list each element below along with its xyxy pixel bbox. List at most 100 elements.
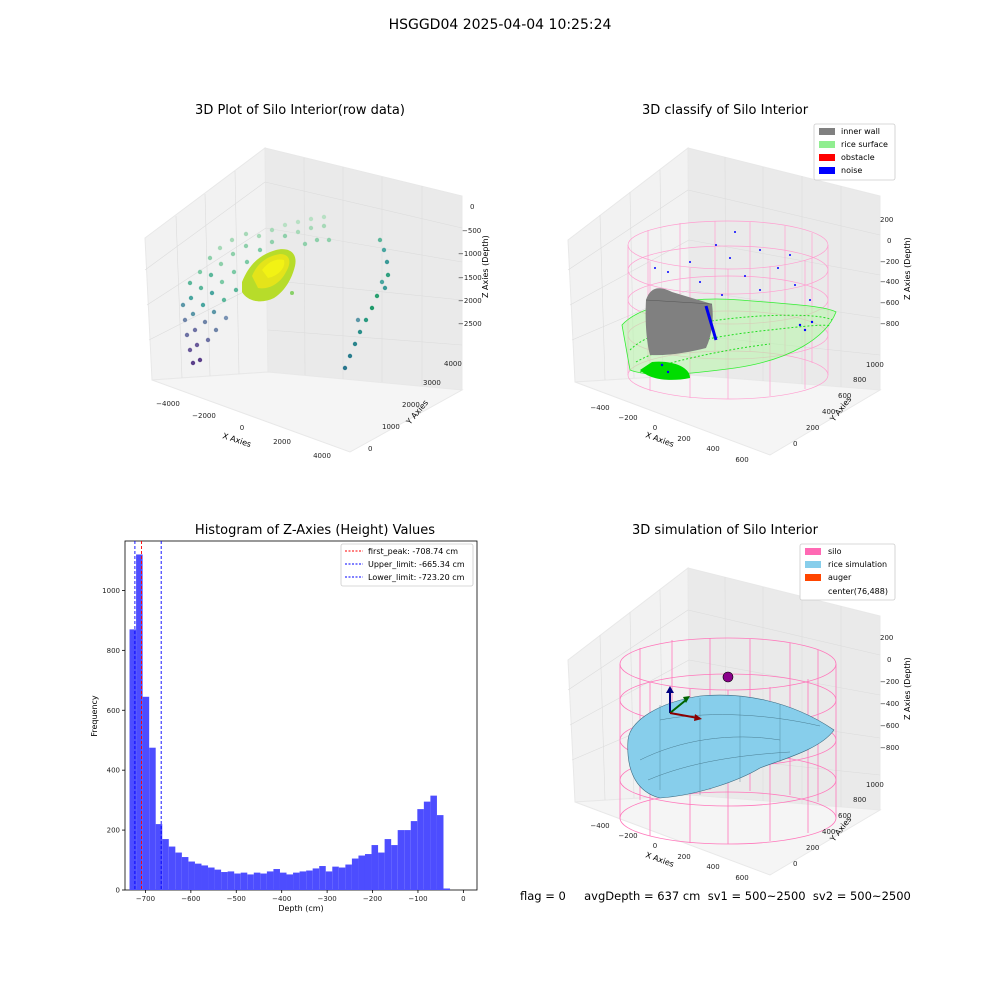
- svg-text:−400: −400: [880, 700, 899, 708]
- svg-text:2000: 2000: [273, 438, 291, 446]
- figure-title: HSGGD04 2025-04-04 10:25:24: [388, 17, 612, 33]
- histogram-bar: [149, 747, 156, 890]
- panel1-scatter-points: [180, 214, 391, 371]
- histogram-bar: [325, 871, 333, 890]
- panel2-xlabel: X Axies: [644, 430, 675, 449]
- status-footer: flag = 0 avgDepth = 637 cm sv1 = 500~250…: [520, 889, 911, 903]
- svg-text:200: 200: [806, 424, 819, 432]
- histogram-x-tick-label: −200: [363, 895, 382, 903]
- histogram-bar: [351, 858, 359, 890]
- histogram-ylabel: Frequency: [90, 695, 99, 737]
- svg-text:−2000: −2000: [458, 297, 482, 305]
- legend-inner-wall: inner wall: [841, 127, 880, 136]
- panel4-title: 3D simulation of Silo Interior: [632, 523, 818, 538]
- histogram-bar: [136, 554, 143, 890]
- histogram-x-tick-label: −400: [272, 895, 291, 903]
- panel2-tick-labels: −400 −200 0 200 400 600 0 200 400 600 80…: [590, 216, 899, 464]
- svg-text:−600: −600: [880, 299, 899, 307]
- histogram-bar: [397, 830, 405, 890]
- svg-text:800: 800: [853, 376, 866, 384]
- svg-text:−500: −500: [462, 227, 481, 235]
- panel1-yellow-blob: [242, 249, 296, 302]
- histogram-bar: [253, 872, 261, 890]
- histogram-bar: [260, 873, 267, 890]
- svg-text:0: 0: [887, 237, 891, 245]
- histogram-x-tick-label: −500: [227, 895, 246, 903]
- histogram-xlabel: Depth (cm): [278, 904, 323, 913]
- svg-text:0: 0: [368, 445, 372, 453]
- svg-text:0: 0: [793, 440, 797, 448]
- svg-text:200: 200: [880, 634, 893, 642]
- panel4-rice-simulation: [627, 694, 835, 799]
- panel2-zlabel: Z Axies (Depth): [903, 237, 912, 300]
- svg-text:0: 0: [887, 656, 891, 664]
- histogram-bar: [201, 865, 209, 890]
- svg-text:−200: −200: [880, 258, 899, 266]
- histogram-reference-lines: [134, 541, 162, 890]
- histogram-bar: [410, 821, 418, 890]
- histogram-bar: [306, 870, 313, 890]
- svg-text:200: 200: [806, 844, 819, 852]
- legend-auger: auger: [828, 573, 852, 582]
- legend-noise: noise: [841, 166, 862, 175]
- histogram-title: Histogram of Z-Axies (Height) Values: [194, 523, 436, 538]
- histogram-y-tick-label: 1000: [102, 587, 120, 595]
- legend-upper-limit: Upper_limit: -665.34 cm: [368, 560, 465, 569]
- svg-text:600: 600: [838, 812, 851, 820]
- histogram-x-ticks: −700 −600 −500 −400 −300 −200 −100 0: [136, 890, 466, 903]
- svg-text:4000: 4000: [313, 452, 331, 460]
- histogram-bar: [319, 866, 326, 890]
- svg-text:400: 400: [706, 445, 719, 453]
- svg-text:−4000: −4000: [156, 400, 180, 408]
- legend-first-peak: first_peak: -708.74 cm: [368, 547, 458, 556]
- histogram-bar: [129, 629, 137, 890]
- svg-text:1000: 1000: [866, 781, 884, 789]
- svg-text:4000: 4000: [444, 360, 462, 368]
- histogram-bar: [312, 868, 320, 890]
- svg-text:−200: −200: [618, 832, 637, 840]
- histogram-bar: [286, 874, 294, 890]
- histogram-bar: [299, 871, 307, 890]
- histogram-bar: [358, 855, 365, 890]
- panel1-tick-labels: −4000 −2000 0 2000 4000 0 1000 2000 3000…: [156, 203, 482, 460]
- panel4-tick-labels: −400 −200 0 200 400 600 0 200 400 600 80…: [590, 634, 899, 880]
- panel1-zlabel: Z Axies (Depth): [481, 235, 490, 298]
- legend-center: center(76,488): [828, 587, 888, 596]
- histogram-y-tick-label: 800: [107, 647, 120, 655]
- panel4-auger-axes: [666, 686, 702, 721]
- svg-text:0: 0: [240, 424, 244, 432]
- histogram-x-tick-label: −100: [408, 895, 427, 903]
- histogram-bar: [194, 863, 202, 890]
- svg-text:−200: −200: [618, 414, 637, 422]
- histogram-bar: [391, 845, 398, 890]
- histogram-bar: [208, 867, 215, 890]
- panel2-noise-points: [654, 231, 814, 374]
- histogram-bar: [364, 854, 372, 890]
- histogram-bar: [338, 867, 346, 890]
- histogram-bar: [430, 795, 437, 890]
- histogram-bar: [234, 873, 241, 890]
- histogram-bars: [129, 554, 451, 890]
- histogram-bar: [404, 830, 411, 890]
- histogram-bar: [293, 872, 300, 890]
- histogram-bar: [181, 857, 189, 890]
- svg-text:3000: 3000: [423, 379, 441, 387]
- panel4-zlabel: Z Axies (Depth): [903, 657, 912, 720]
- histogram-bar: [214, 869, 222, 890]
- histogram-bar: [162, 839, 169, 890]
- svg-text:−400: −400: [590, 404, 609, 412]
- svg-text:0: 0: [653, 424, 657, 432]
- histogram-bar: [345, 864, 352, 890]
- histogram-bar: [371, 845, 379, 890]
- histogram-bar: [155, 824, 163, 890]
- panel1-axes-box: [144, 147, 464, 453]
- histogram-bar: [227, 871, 235, 890]
- histogram-bar: [168, 846, 176, 890]
- panel1-3d-plot: −4000 −2000 0 2000 4000 0 1000 2000 3000…: [144, 147, 490, 460]
- panel4-legend: silo rice simulation auger center(76,488…: [799, 543, 896, 601]
- svg-text:0: 0: [793, 860, 797, 868]
- svg-text:400: 400: [822, 828, 835, 836]
- svg-text:600: 600: [735, 456, 748, 464]
- svg-text:−2500: −2500: [458, 320, 482, 328]
- histogram-y-tick-label: 400: [107, 767, 120, 775]
